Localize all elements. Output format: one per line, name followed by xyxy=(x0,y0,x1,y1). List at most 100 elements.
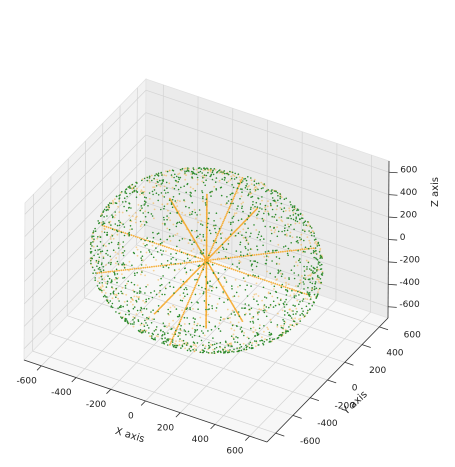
green-point xyxy=(208,229,211,232)
green-point xyxy=(205,204,207,206)
orange-spoke-point xyxy=(196,260,199,263)
green-point xyxy=(231,217,234,219)
orange-spoke-point xyxy=(133,267,136,270)
orange-spoke-point xyxy=(205,300,208,302)
orange-spoke-point xyxy=(232,197,235,200)
green-point xyxy=(280,286,283,289)
orange-spoke-point xyxy=(240,180,242,183)
green-point xyxy=(170,174,173,176)
green-point xyxy=(120,290,122,293)
green-point xyxy=(200,339,203,342)
green-point xyxy=(201,172,203,174)
green-point xyxy=(222,248,225,250)
orange-point xyxy=(174,234,177,236)
orange-point xyxy=(131,188,134,190)
orange-spoke-point xyxy=(212,242,215,245)
green-point xyxy=(237,205,239,207)
orange-point xyxy=(263,330,265,333)
green-point xyxy=(299,314,302,316)
green-point xyxy=(181,220,183,222)
green-point xyxy=(319,287,321,290)
orange-point xyxy=(115,293,118,296)
orange-point xyxy=(233,329,236,332)
green-point xyxy=(111,228,114,231)
green-point xyxy=(186,307,189,309)
green-point xyxy=(202,351,204,354)
orange-point xyxy=(259,324,261,326)
green-point xyxy=(212,170,214,172)
green-point xyxy=(258,327,261,330)
green-point xyxy=(151,190,154,193)
green-point xyxy=(106,231,108,234)
green-point xyxy=(242,277,245,279)
green-point xyxy=(219,319,222,321)
green-point xyxy=(292,214,295,216)
orange-spoke-point xyxy=(126,232,129,235)
orange-point xyxy=(136,248,139,251)
green-point xyxy=(160,183,163,185)
orange-spoke-point xyxy=(205,312,208,314)
orange-point xyxy=(181,340,183,342)
orange-point xyxy=(216,303,219,305)
green-point xyxy=(293,205,296,207)
green-point xyxy=(252,320,254,323)
green-point xyxy=(163,205,166,208)
orange-spoke-point xyxy=(241,177,244,179)
orange-spoke-point xyxy=(131,268,134,270)
green-point xyxy=(320,281,323,284)
orange-spoke-point xyxy=(205,305,208,308)
green-point xyxy=(268,306,270,309)
green-point xyxy=(235,336,237,338)
green-point xyxy=(178,323,181,326)
orange-spoke-point xyxy=(205,217,208,220)
green-point xyxy=(121,292,123,295)
green-point xyxy=(247,227,249,230)
green-point xyxy=(272,199,275,202)
green-point xyxy=(165,181,168,184)
green-point xyxy=(100,250,102,253)
green-point xyxy=(90,241,92,244)
green-point xyxy=(197,235,199,237)
green-point xyxy=(315,297,318,299)
green-point xyxy=(201,191,204,194)
green-point xyxy=(107,275,109,277)
green-point xyxy=(279,269,282,272)
orange-point xyxy=(172,223,175,226)
orange-point xyxy=(101,212,103,215)
green-point xyxy=(115,195,118,198)
orange-point xyxy=(201,175,204,177)
orange-point xyxy=(191,327,194,330)
orange-spoke-point xyxy=(240,318,243,321)
orange-point xyxy=(120,222,123,225)
green-point xyxy=(146,237,148,239)
green-point xyxy=(99,241,102,243)
green-point xyxy=(227,243,230,245)
orange-point xyxy=(163,240,165,243)
orange-spoke-point xyxy=(290,249,293,252)
orange-point xyxy=(315,240,317,243)
orange-spoke-point xyxy=(164,264,166,267)
orange-spoke-point xyxy=(205,270,208,273)
green-point xyxy=(136,271,138,274)
green-point xyxy=(179,299,182,302)
green-point xyxy=(93,238,95,240)
green-point xyxy=(144,244,146,247)
green-point xyxy=(179,176,182,179)
green-point xyxy=(128,185,131,187)
x-tick-label: 600 xyxy=(226,447,243,457)
green-point xyxy=(191,173,194,175)
green-point xyxy=(214,325,217,328)
green-point xyxy=(157,310,159,313)
green-point xyxy=(310,252,313,255)
green-point xyxy=(216,342,218,345)
orange-spoke-point xyxy=(109,270,112,273)
orange-point xyxy=(196,171,199,174)
orange-point xyxy=(280,272,282,275)
orange-point xyxy=(179,278,182,281)
green-point xyxy=(292,320,295,322)
orange-spoke-point xyxy=(124,268,127,271)
green-point xyxy=(191,210,194,213)
green-point xyxy=(132,251,135,254)
orange-spoke-point xyxy=(224,215,227,218)
orange-point xyxy=(207,169,210,172)
